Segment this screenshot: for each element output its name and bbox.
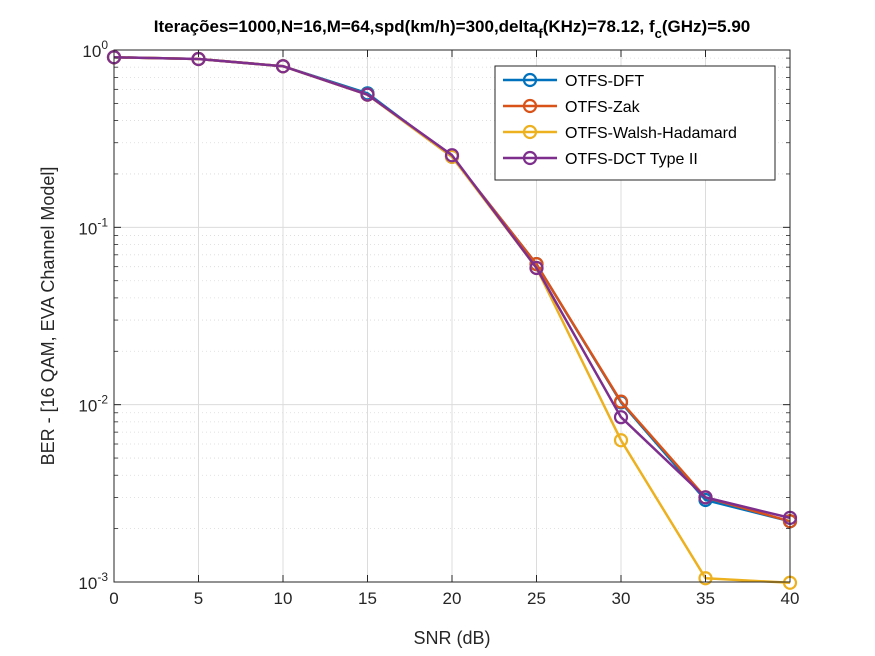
data-point-marker [613,394,629,409]
x-tick-label: 30 [612,589,631,608]
series-layer [106,50,798,590]
y-tick-label-base: 10 [78,574,97,593]
data-point-marker [275,59,291,74]
chart-title-end: (GHz)=5.90 [662,17,750,36]
minor-grid [114,57,790,530]
y-tick-label: 10-3 [78,570,108,593]
chart-title-mid: (KHz)=78.12, f [543,17,655,36]
data-point-marker [698,571,713,586]
chart-title-main: Iterações=1000,N=16,M=64,spd(km/h)=300,d… [154,17,539,36]
y-tick-label-exponent: -2 [97,393,108,407]
x-tick-label: 5 [194,589,203,608]
legend-entry-label: OTFS-DFT [565,73,644,90]
y-tick-label-base: 10 [78,219,97,238]
y-tick-label: 10-1 [78,215,108,238]
x-tick-label: 25 [527,589,546,608]
legend-swatch-marker [522,72,538,88]
y-tick-label: 100 [82,38,108,61]
data-point-marker [613,410,629,425]
legend-swatch-marker [522,124,538,140]
x-tick-label: 20 [443,589,462,608]
y-axis-label: BER - [16 QAM, EVA Channel Model] [38,167,58,466]
y-tick-label-exponent: -3 [97,570,108,584]
legend-entry-label: OTFS-DCT Type II [565,151,698,168]
legend: OTFS-DFT OTFS-Zak OTFS-Walsh-Hadamard OTFS-… [494,65,776,181]
x-tick-label: 35 [696,589,715,608]
legend-swatch-marker [522,150,538,166]
legend-entry-label: OTFS-Zak [565,99,641,116]
data-point-marker [360,87,375,102]
y-tick-label-base: 10 [78,397,97,416]
chart-title: Iterações=1000,N=16,M=64,spd(km/h)=300,d… [154,17,750,41]
x-tick-label: 15 [358,589,377,608]
x-tick-label: 10 [274,589,293,608]
y-tick-label-exponent: -1 [97,215,108,229]
x-axis-label: SNR (dB) [413,628,490,648]
data-point-marker [444,148,460,163]
y-tick-label-base: 10 [82,42,101,61]
x-tick-label: 40 [781,589,800,608]
x-tick-labels: 0 5 10 15 20 25 30 35 40 [109,589,799,608]
series-line-3 [113,56,791,520]
x-tick-label: 0 [109,589,118,608]
data-point-marker [613,433,629,448]
data-point-marker [529,260,544,276]
tick-marks [113,49,791,583]
data-point-marker [698,490,713,505]
legend-entry-label: OTFS-Walsh-Hadamard [565,125,737,142]
legend-box [494,65,776,181]
y-tick-label: 10-2 [78,393,108,416]
y-tick-label-exponent: 0 [101,38,108,52]
chart-title-sub2: c [655,26,662,41]
legend-swatch-marker [522,98,538,114]
chart-title-sub1: f [538,26,543,41]
